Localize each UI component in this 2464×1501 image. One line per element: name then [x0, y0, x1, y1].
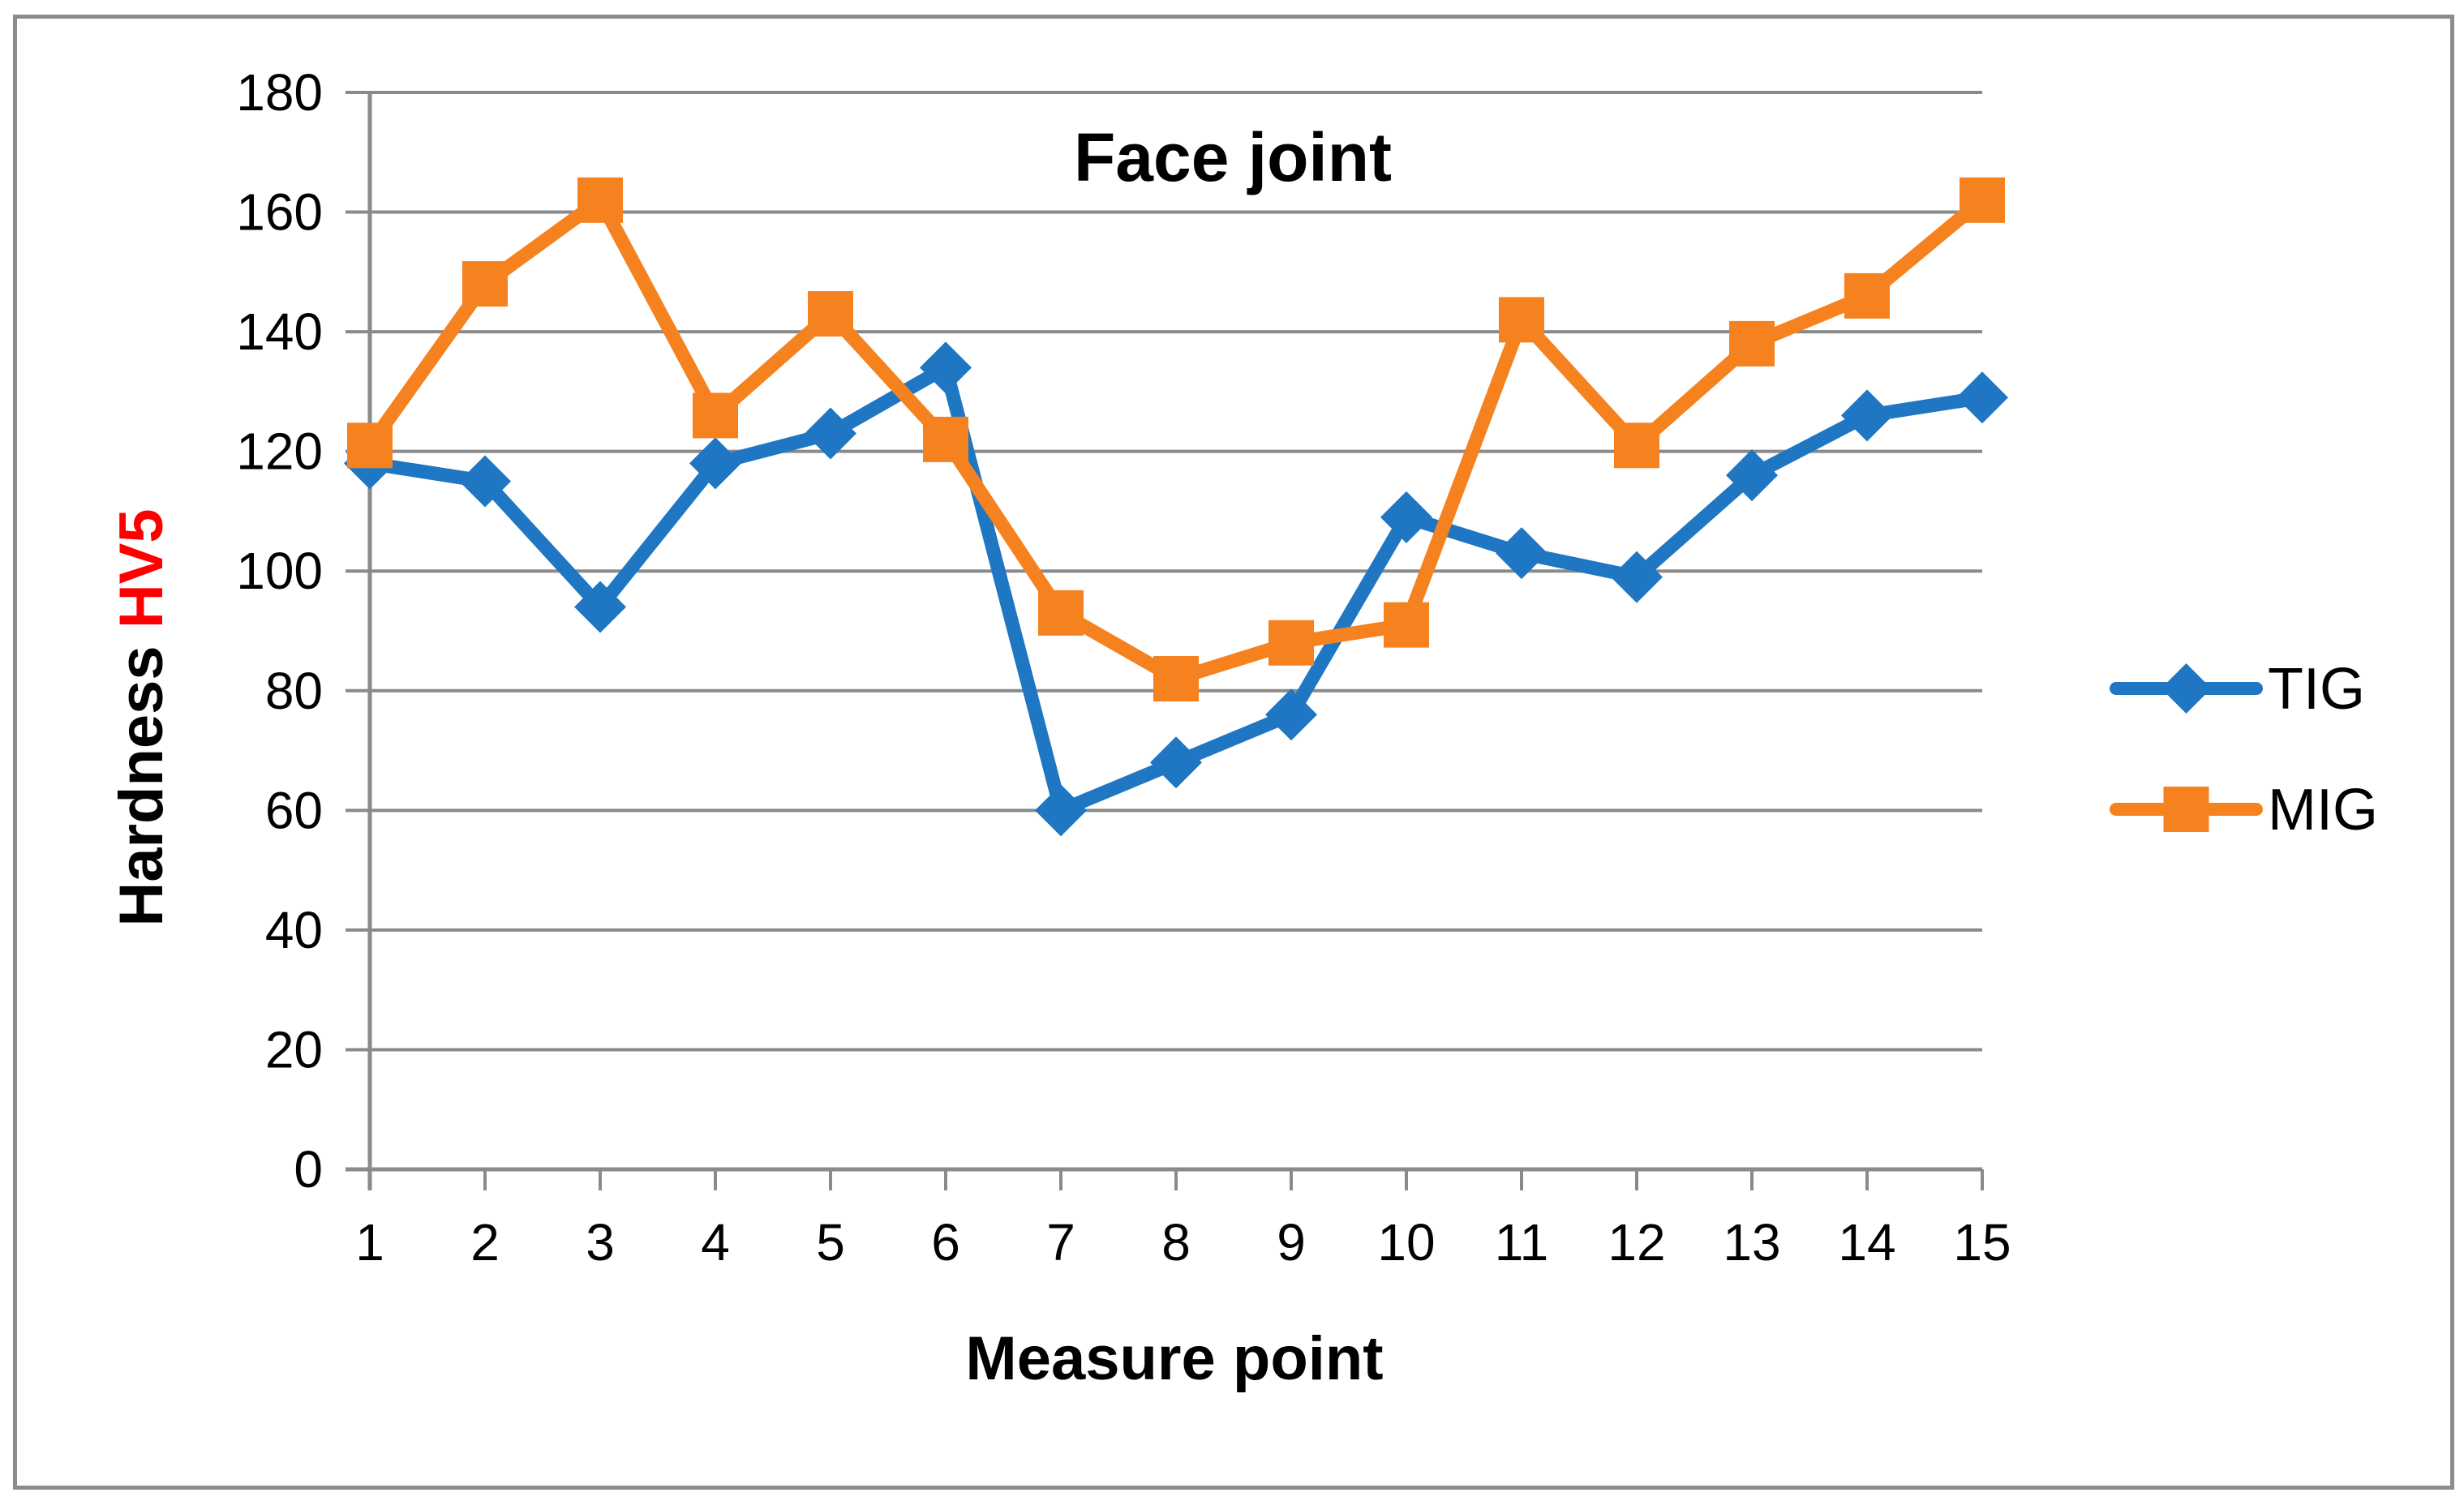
marker-MIG-15: [1960, 177, 2005, 223]
marker-TIG-6: [920, 341, 972, 394]
chart-title: Face joint: [1073, 119, 1393, 195]
y-axis-title: Hardness HV5: [107, 508, 176, 926]
y-axis-title-hardness: Hardness: [107, 645, 176, 927]
x-tick-label-9: 9: [1277, 1213, 1306, 1272]
legend-marker-MIG: [2163, 787, 2209, 832]
marker-TIG-14: [1841, 389, 1893, 442]
y-tick-label-160: 160: [236, 183, 323, 242]
x-tick-label-6: 6: [931, 1213, 960, 1272]
marker-MIG-14: [1844, 272, 1890, 319]
marker-TIG-4: [689, 437, 741, 490]
y-tick-label-120: 120: [236, 422, 323, 481]
marker-MIG-5: [808, 290, 853, 337]
marker-TIG-9: [1265, 688, 1317, 741]
y-tick-label-180: 180: [236, 63, 323, 122]
y-axis-title-hv5: HV5: [107, 508, 176, 629]
marker-MIG-7: [1038, 590, 1084, 636]
x-tick-label-13: 13: [1723, 1213, 1780, 1272]
x-tick-label-7: 7: [1046, 1213, 1075, 1272]
marker-MIG-8: [1153, 656, 1199, 702]
marker-MIG-3: [577, 177, 623, 223]
marker-MIG-2: [462, 261, 508, 307]
x-tick-label-4: 4: [701, 1213, 730, 1272]
x-tick-label-2: 2: [470, 1213, 500, 1272]
marker-MIG-13: [1729, 320, 1775, 367]
x-tick-label-12: 12: [1608, 1213, 1665, 1272]
marker-MIG-11: [1499, 297, 1544, 343]
marker-TIG-5: [805, 407, 856, 460]
marker-TIG-8: [1150, 736, 1202, 789]
marker-TIG-11: [1496, 527, 1548, 580]
marker-TIG-3: [574, 581, 626, 633]
x-tick-label-15: 15: [1953, 1213, 2011, 1272]
y-tick-label-20: 20: [265, 1020, 323, 1079]
marker-TIG-7: [1035, 784, 1087, 837]
y-tick-label-140: 140: [236, 302, 323, 361]
x-tick-label-8: 8: [1161, 1213, 1191, 1272]
marker-TIG-15: [1956, 371, 2008, 424]
legend-label-MIG: MIG: [2268, 778, 2378, 843]
legend-label-TIG: TIG: [2268, 657, 2365, 722]
x-tick-label-14: 14: [1838, 1213, 1895, 1272]
marker-MIG-1: [347, 422, 393, 469]
marker-MIG-4: [693, 392, 738, 439]
x-axis-title: Measure point: [965, 1324, 1384, 1393]
marker-TIG-13: [1726, 449, 1778, 502]
marker-TIG-2: [459, 455, 511, 508]
y-tick-label-100: 100: [236, 542, 323, 600]
y-tick-label-0: 0: [294, 1140, 323, 1199]
marker-MIG-12: [1614, 422, 1659, 469]
x-tick-label-5: 5: [816, 1213, 845, 1272]
marker-MIG-10: [1384, 602, 1429, 648]
legend-marker-TIG: [2161, 663, 2212, 714]
x-tick-label-1: 1: [355, 1213, 384, 1272]
marker-TIG-12: [1611, 551, 1663, 603]
marker-TIG-10: [1380, 491, 1432, 543]
x-tick-label-11: 11: [1495, 1213, 1548, 1272]
y-tick-label-80: 80: [265, 662, 323, 720]
x-tick-label-10: 10: [1377, 1213, 1435, 1272]
marker-MIG-9: [1268, 620, 1314, 666]
x-tick-label-3: 3: [586, 1213, 615, 1272]
y-tick-label-60: 60: [265, 781, 323, 839]
marker-MIG-6: [923, 416, 968, 462]
y-tick-label-40: 40: [265, 901, 323, 959]
